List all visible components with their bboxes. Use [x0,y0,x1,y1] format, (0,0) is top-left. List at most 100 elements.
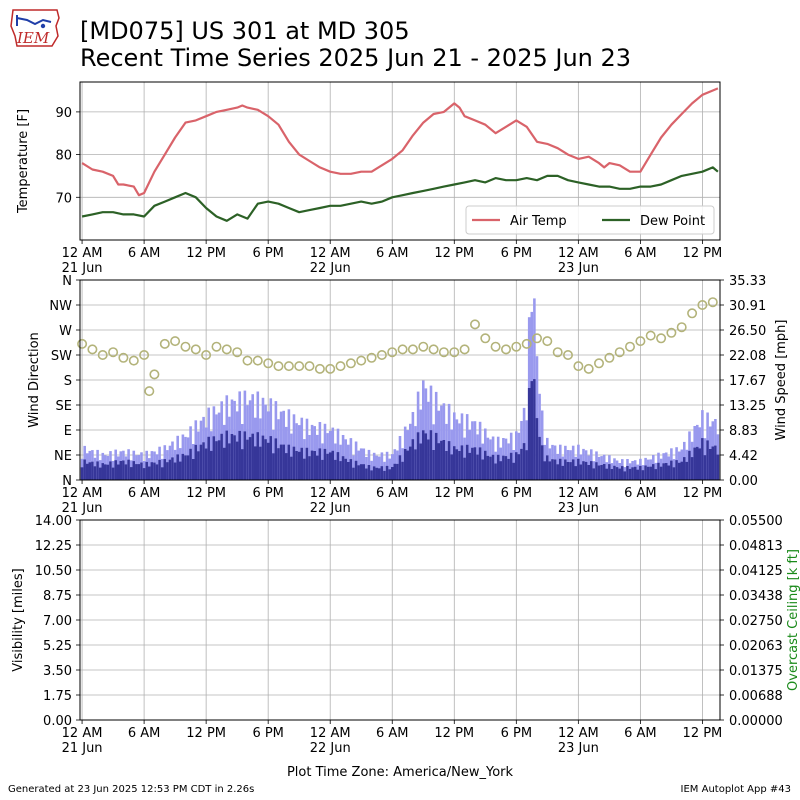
speed-bar [347,462,350,480]
speed-bar [527,388,531,480]
speed-bar [672,467,676,480]
speed-bar [321,459,324,480]
y2-tick-label: 0.04813 [729,539,783,554]
speed-bar [504,456,508,480]
speed-bar [592,468,596,480]
speed-bar [657,462,660,480]
speed-bar [140,462,143,480]
speed-bar [215,441,218,480]
speed-bar [468,452,472,480]
y-tick-label: N [62,474,72,489]
speed-bar [553,459,557,480]
speed-bar [331,450,335,480]
speed-bar [465,444,469,480]
direction-point [190,344,201,355]
speed-bar [540,445,544,480]
direction-point [687,308,698,319]
speed-bar [189,448,192,480]
speed-bar [579,464,583,480]
x-tick-label: 12 PM [186,726,226,741]
direction-point [77,338,88,349]
speed-bar [235,441,239,480]
x-tick-label: 12 AM [310,486,351,501]
speed-bar [453,446,456,480]
gust-bar [422,380,425,480]
iem-logo: IEM [10,9,60,47]
speed-bar [535,418,539,480]
speed-bar [471,447,474,480]
wind-plot-frame [79,279,721,481]
direction-point [273,361,284,372]
plot-timezone: Plot Time Zone: America/New_York [286,765,514,780]
speed-bar [391,467,394,480]
speed-bar [383,470,386,480]
speed-bar [228,443,231,480]
x-tick-label: 6 AM [376,726,409,741]
speed-bar [512,462,515,480]
speed-bar [478,447,482,480]
speed-bar [401,461,404,480]
speed-bar [398,455,402,480]
y-tick-label: 5.25 [43,639,72,654]
speed-bar [597,465,601,480]
y2-tick-label: 0.00 [729,474,758,489]
station-dot-icon [40,23,46,29]
y2-tick-label: 0.04125 [729,564,783,579]
speed-bar [664,463,668,480]
speed-bar [222,447,226,480]
speed-bar [359,464,363,480]
speed-bar [427,439,430,480]
speed-bar [117,464,120,480]
speed-bar [641,470,645,480]
speed-bar [135,464,138,480]
y2-tick-label: 26.50 [729,324,766,339]
direction-point [604,352,615,363]
x-date-label: 22 Jun [310,501,351,516]
speed-bar [243,431,247,480]
x-tick-label: 12 PM [434,486,474,501]
speed-bar [546,455,549,480]
x-tick-label: 12 PM [186,486,226,501]
speed-bar [659,466,663,480]
speed-bar [91,461,94,480]
direction-point [376,349,387,360]
speed-bar [610,469,614,480]
speed-bar [230,434,234,480]
speed-bar [566,462,570,480]
speed-bar [199,444,203,480]
x-tick-label: 6 AM [624,246,657,261]
speed-bar [608,464,611,480]
speed-bar [564,459,567,480]
speed-bar [145,461,148,480]
y2-axis-label: Overcast Ceiling [k ft] [786,549,800,691]
speed-bar [481,459,484,480]
y2-tick-label: 0.01375 [729,664,783,679]
speed-bar [509,452,513,480]
speed-bar [184,455,187,480]
y-tick-label: E [64,424,72,439]
speed-bar [124,464,128,480]
speed-bar [372,466,376,480]
speed-bar [88,462,92,480]
speed-bar [336,452,340,480]
direction-point [407,344,418,355]
speed-bar [98,467,102,480]
speed-bar [548,461,552,480]
speed-bar [639,465,642,480]
speed-bar [246,439,249,480]
x-tick-label: 6 AM [376,486,409,501]
speed-bar [667,465,671,480]
speed-bar [233,435,236,480]
speed-bar [422,430,425,480]
speed-bar [680,461,684,480]
y2-tick-label: 8.83 [729,424,758,439]
speed-bar [300,447,304,480]
speed-bar [295,451,298,480]
y-tick-label: 7.00 [43,614,72,629]
speed-bar [429,430,433,480]
gust-bar [367,449,371,480]
direction-point [139,349,150,360]
series-line-dew-point [81,166,719,222]
speed-bar [202,442,205,480]
